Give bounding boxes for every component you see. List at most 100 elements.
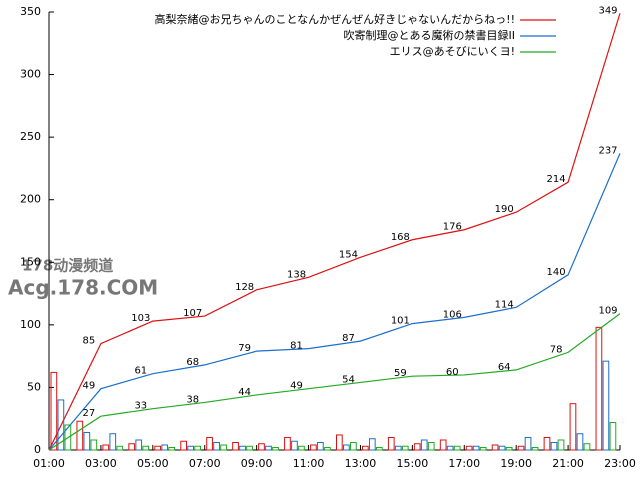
bar [265,445,272,451]
legend-label: 吹寄制理@とある魔術の禁書目録II [344,28,516,42]
bar [465,445,473,451]
bar [420,439,428,451]
bar [310,444,317,451]
bar [317,441,324,451]
bar [427,441,435,451]
bar [142,445,150,451]
bar [479,446,487,451]
x-tick-label: 01:00 [33,457,65,470]
bar [194,445,201,451]
bar [50,371,58,451]
bar [550,441,558,451]
bar [135,439,143,451]
data-label: 85 [83,336,96,347]
bar [472,445,480,451]
data-label: 87 [342,333,355,344]
bar [375,446,383,451]
data-label: 237 [598,145,617,156]
line [48,313,621,451]
data-label: 106 [443,309,462,320]
data-label: 140 [547,267,566,278]
x-tick-label: 19:00 [500,457,532,470]
bar [180,440,187,451]
bar [439,439,447,451]
bar [102,444,110,451]
line [48,153,621,451]
bar [524,436,532,451]
data-label: 61 [134,366,147,377]
data-label: 168 [391,232,410,243]
data-label: 107 [183,308,202,319]
bar [543,436,551,451]
bar [272,446,279,451]
bar [446,445,454,451]
bar [206,436,213,451]
bar [239,445,246,451]
x-tick-label: 03:00 [85,457,117,470]
y-tick-label: 250 [20,130,41,143]
data-label: 79 [238,343,251,354]
x-tick-label: 05:00 [137,457,169,470]
bar [557,439,565,451]
x-tick-label: 09:00 [241,457,273,470]
data-label: 154 [339,249,358,260]
x-tick-label: 17:00 [448,457,480,470]
data-label: 68 [186,357,199,368]
bar [284,436,291,451]
data-label: 176 [443,222,462,233]
data-label: 81 [290,341,303,352]
bar [232,441,239,451]
data-label: 27 [83,408,96,419]
x-tick-label: 07:00 [189,457,221,470]
bar [531,446,539,451]
bar [154,445,162,451]
data-label: 138 [287,269,306,280]
bar [128,443,136,451]
bar [609,421,617,451]
bar [368,438,376,451]
bar [116,445,124,451]
bar [76,420,84,451]
bar [350,441,357,451]
data-label: 103 [131,313,150,324]
y-tick-label: 150 [20,255,41,268]
data-label: 49 [290,381,303,392]
bar [291,440,298,451]
data-label: 101 [391,316,410,327]
data-label: 214 [547,174,566,185]
data-label: 38 [186,394,199,405]
data-label: 114 [495,299,514,310]
bar [246,445,253,451]
bar [569,403,577,451]
bar [220,444,227,451]
data-label: 44 [238,387,251,398]
data-label: 49 [83,381,96,392]
watermark: Acg.178.COM [8,276,158,300]
y-tick-label: 50 [27,380,41,393]
y-tick-label: 300 [20,68,41,81]
data-label: 33 [134,401,147,412]
data-label: 64 [498,362,511,373]
watermark: 178动漫频道 [22,257,113,275]
bar [343,444,350,451]
x-tick-label: 23:00 [604,457,636,470]
bar [258,443,265,451]
data-label: 60 [446,367,459,378]
data-label: 128 [235,282,254,293]
bar [336,434,343,451]
bar [298,445,305,451]
bar [394,445,402,451]
data-label: 349 [598,5,617,16]
legend-label: エリス@あそびにいくヨ! [390,45,515,58]
bar [57,399,65,451]
x-tick-label: 13:00 [345,457,377,470]
bar [324,446,331,451]
data-label: 54 [342,374,355,385]
y-tick-label: 100 [20,318,41,331]
bar [387,436,395,451]
bar [90,439,98,451]
x-tick-label: 15:00 [397,457,429,470]
bar [517,445,525,451]
bar [64,424,72,451]
